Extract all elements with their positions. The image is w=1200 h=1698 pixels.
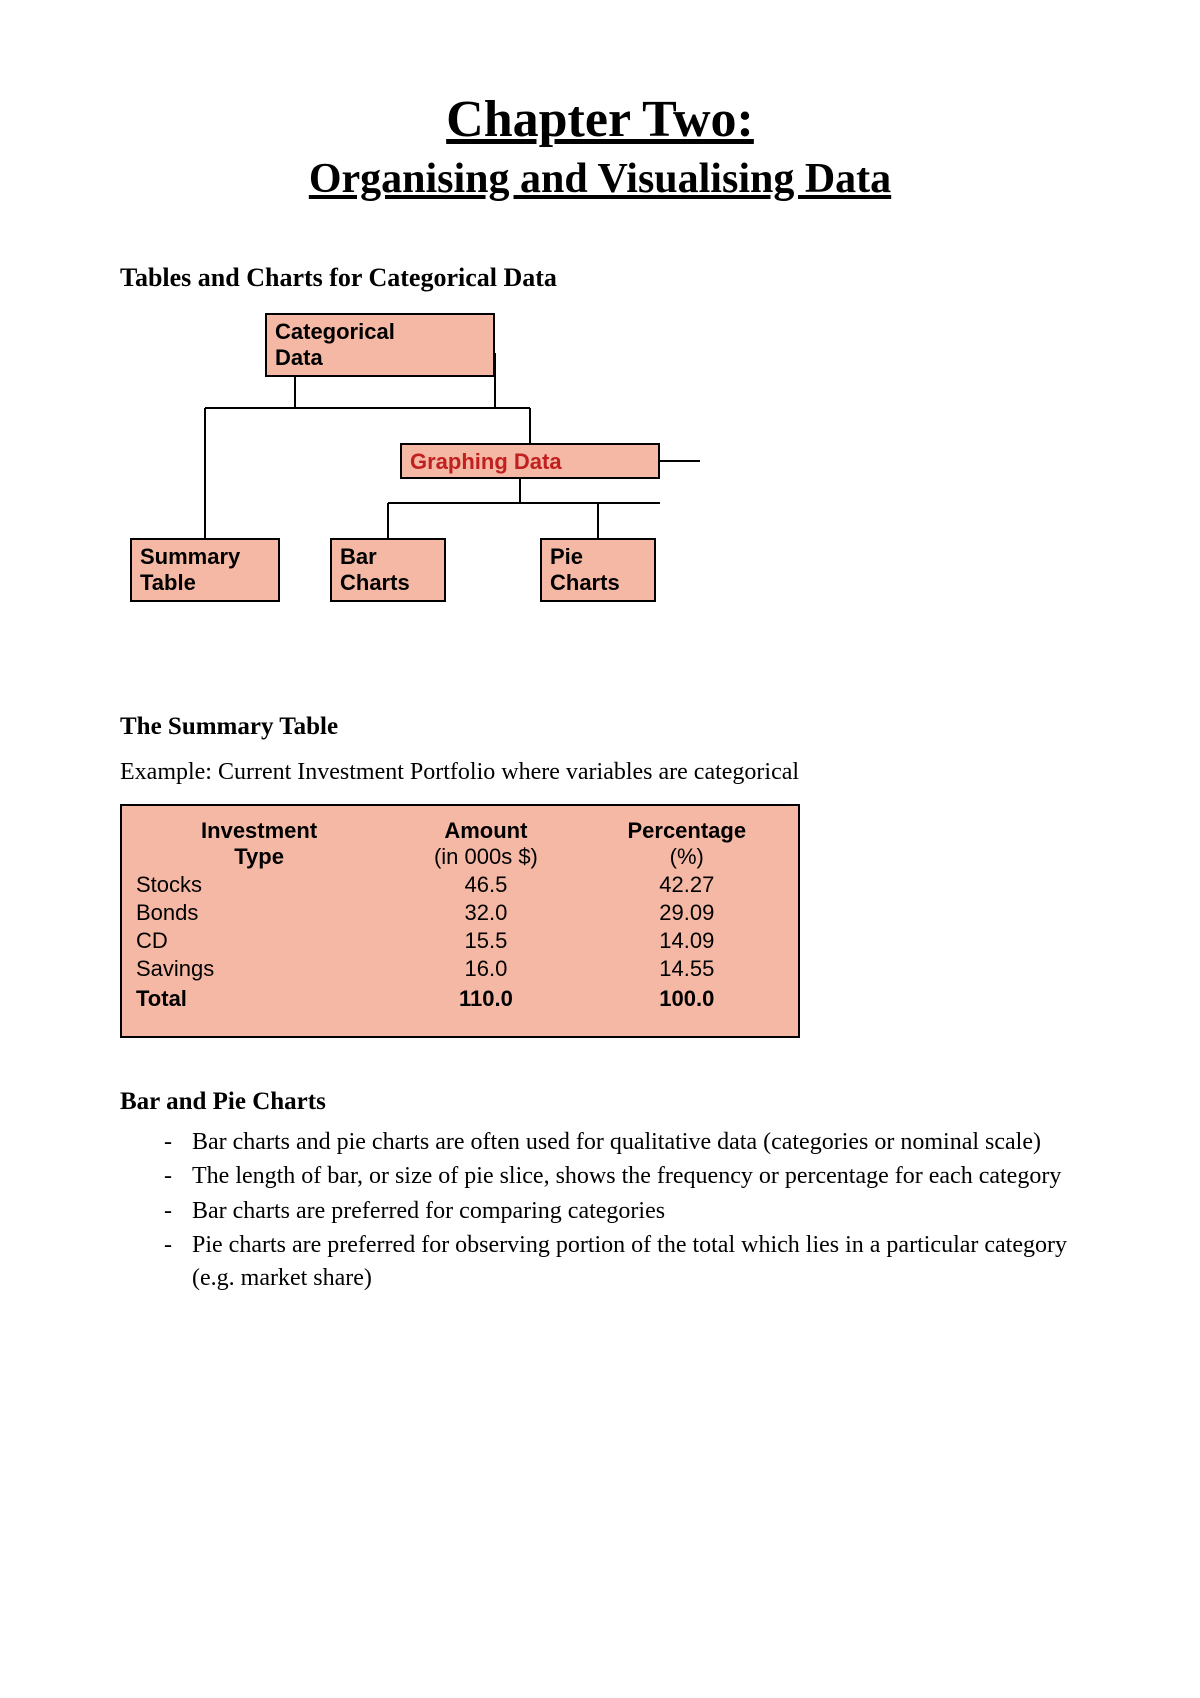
bullet-item: The length of bar, or size of pie slice,… [164,1160,1080,1192]
table-cell: Savings [136,956,382,982]
table-header: InvestmentTypeAmount(in 000s $)Percentag… [136,818,784,870]
section-heading-2: The Summary Table [120,713,1080,741]
categorical-data-diagram: Categorical Data Graphing Data Summary Tab… [130,313,810,633]
table-cell: Bonds [136,900,382,926]
bullet-item: Pie charts are preferred for observing p… [164,1229,1080,1294]
section2-example-text: Example: Current Investment Portfolio wh… [120,759,1080,786]
table-row: Stocks46.542.27 [136,872,784,898]
table-row: Bonds32.029.09 [136,900,784,926]
table-cell: 32.0 [382,900,589,926]
table-cell: 14.09 [590,928,784,954]
diagram-node-graphing: Graphing Data [400,443,660,479]
table-cell: CD [136,928,382,954]
chapter-title: Chapter Two: [120,90,1080,149]
table-cell: 42.27 [590,872,784,898]
bar-pie-bullets: Bar charts and pie charts are often used… [120,1126,1080,1294]
table-row: Savings16.014.55 [136,956,784,982]
diagram-node-summary: Summary Table [130,538,280,602]
table-cell: 110.0 [382,986,589,1012]
section-heading-3: Bar and Pie Charts [120,1088,1080,1116]
table-cell: Total [136,986,382,1012]
section-heading-1: Tables and Charts for Categorical Data [120,263,1080,293]
table-total-row: Total110.0100.0 [136,986,784,1012]
table-cell: 46.5 [382,872,589,898]
table-cell: 29.09 [590,900,784,926]
table-row: CD15.514.09 [136,928,784,954]
summary-table: InvestmentTypeAmount(in 000s $)Percentag… [120,804,800,1038]
document-page: Chapter Two: Organising and Visualising … [0,0,1200,1698]
table-cell: 15.5 [382,928,589,954]
table-header-cell: Amount(in 000s $) [382,818,589,870]
diagram-node-root: Categorical Data [265,313,495,377]
bullet-item: Bar charts are preferred for comparing c… [164,1195,1080,1227]
table-cell: 100.0 [590,986,784,1012]
table-cell: Stocks [136,872,382,898]
diagram-node-bar: Bar Charts [330,538,446,602]
bullet-item: Bar charts and pie charts are often used… [164,1126,1080,1158]
table-header-cell: Percentage(%) [590,818,784,870]
table-cell: 16.0 [382,956,589,982]
diagram-node-pie: Pie Charts [540,538,656,602]
table-header-cell: InvestmentType [136,818,382,870]
table-cell: 14.55 [590,956,784,982]
chapter-subtitle: Organising and Visualising Data [120,155,1080,203]
title-block: Chapter Two: Organising and Visualising … [120,90,1080,203]
